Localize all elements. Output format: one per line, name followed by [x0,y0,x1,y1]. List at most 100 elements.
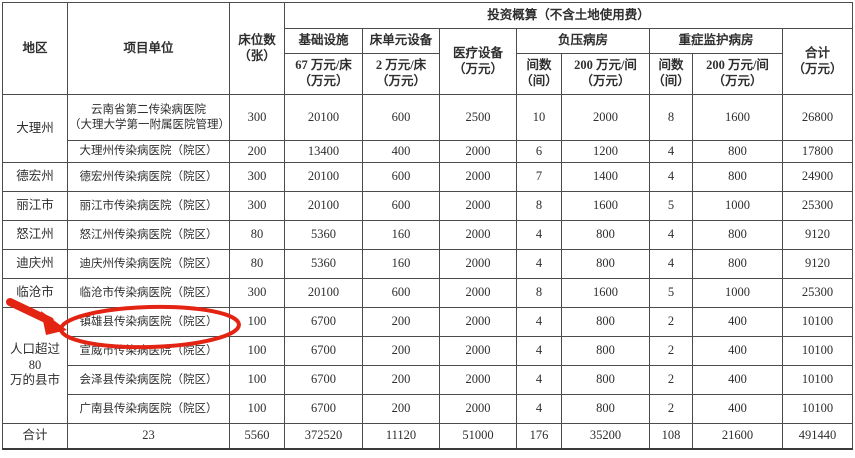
value-cell: 4 [516,336,562,366]
value-cell: 6700 [284,394,363,424]
region-cell: 怒江州 [2,220,68,250]
table-row: 德宏州 德宏州传染病医院（院区） 300 20100 600 2000 7 1400 4 800 2… [2,162,854,192]
value-cell: 4 [649,249,693,279]
value-cell: 2500 [439,94,517,141]
header-icu-ward: 重症监护病房 [649,28,783,54]
table-row: 人口超过 80 万的县市 镇雄县传染病医院（院区） 100 6700 200 2000 4 8… [2,307,854,424]
header-total: 合计 （万元） [781,28,854,95]
value-cell: 400 [362,140,440,163]
total-value-cell: 372520 [284,423,363,449]
table-row: 怒江州 怒江州传染病医院（院区） 80 5360 160 2000 4 800 4 800 9120 [2,220,854,250]
value-cell: 200 [362,365,440,395]
region-cell: 人口超过 80 万的县市 [2,307,68,424]
value-cell: 5 [649,191,693,221]
unit-cell-highlighted: 镇雄县传染病医院（院区） [67,307,230,337]
value-cell: 1000 [692,278,783,308]
value-cell: 800 [561,307,650,337]
table-row: 大理州传染病医院（院区） 200 13400 400 2000 6 1200 4 800 1780… [3,140,854,163]
total-row: 合计 23 5560 372520 11120 51000 176 35200 108 21600… [2,423,854,449]
region-cell: 临沧市 [2,278,68,308]
value-cell: 160 [362,220,440,250]
value-cell: 800 [561,220,650,250]
value-cell: 4 [649,162,693,192]
total-value-cell: 21600 [692,423,783,449]
value-cell: 20100 [284,278,363,308]
value-cell: 6700 [284,336,363,366]
header-investment-group: 投资概算（不含土地使用费） [283,2,854,29]
table-row: 会泽县传染病医院（院区） 100 6700 200 2000 4 800 2 400 10100 [3,365,854,395]
value-cell: 300 [229,278,285,308]
table-row: 丽江市 丽江市传染病医院（院区） 300 20100 600 2000 8 1600 5 1000… [2,191,854,221]
value-cell: 1400 [561,162,650,192]
value-cell: 400 [692,307,783,337]
region-cell: 丽江市 [2,191,68,221]
table-row: 宣威市传染病医院（院区） 100 6700 200 2000 4 800 2 400 10100 [3,336,854,366]
value-cell: 5360 [284,249,363,279]
value-cell: 400 [692,365,783,395]
unit-cell: 德宏州传染病医院（院区） [67,162,230,192]
total-value-cell: 5560 [229,423,285,449]
value-cell: 1000 [692,191,783,221]
value-cell: 8 [516,191,562,221]
value-cell: 2000 [439,365,517,395]
unit-cell: 迪庆州传染病医院（院区） [67,249,230,279]
value-cell: 6700 [284,307,363,337]
value-cell: 2 [649,307,693,337]
value-cell: 25300 [781,191,854,221]
value-cell: 100 [229,336,285,366]
value-cell: 10100 [781,336,854,366]
value-cell: 800 [692,140,783,163]
unit-cell: 宣威市传染病医院（院区） [67,336,230,366]
value-cell: 800 [561,249,650,279]
value-cell: 200 [362,394,440,424]
value-cell: 10 [516,94,562,141]
value-cell: 2000 [439,307,517,337]
value-cell: 600 [362,162,440,192]
value-cell: 13400 [284,140,363,163]
value-cell: 2 [649,365,693,395]
value-cell: 24900 [781,162,854,192]
value-cell: 800 [692,249,783,279]
header-bed-unit-equipment: 床单元设备 [362,28,440,54]
value-cell: 6 [516,140,562,163]
table-row: 大理州 云南省第二传染病医院 （大理大学第一附属医院管理） 300 20100 600 2… [2,94,854,163]
value-cell: 17800 [781,140,854,163]
total-value-cell: 11120 [362,423,440,449]
value-cell: 300 [229,162,285,192]
value-cell: 100 [229,307,285,337]
value-cell: 1600 [692,94,783,141]
value-cell: 800 [561,336,650,366]
value-cell: 2000 [561,94,650,141]
total-value-cell: 51000 [439,423,517,449]
value-cell: 20100 [284,191,363,221]
header-row-1: 地区 项目单位 床位数 （张） 投资概算（不含土地使用费） [2,2,854,95]
value-cell: 300 [229,191,285,221]
unit-cell: 临沧市传染病医院（院区） [67,278,230,308]
header-region: 地区 [2,2,68,95]
value-cell: 2000 [439,249,517,279]
value-cell: 4 [516,365,562,395]
value-cell: 2000 [439,278,517,308]
region-cell: 德宏州 [2,162,68,192]
total-value-cell: 108 [649,423,693,449]
value-cell: 300 [229,94,285,141]
value-cell: 2000 [439,394,517,424]
value-cell: 26800 [781,94,854,141]
investment-table: 地区 项目单位 床位数 （张） 投资概算（不含土地使用费） 基础设施 床单元设备… [2,2,854,450]
value-cell: 160 [362,249,440,279]
header-bed-unit-rate: 2 万元/床 （万元） [362,53,440,95]
value-cell: 800 [692,162,783,192]
value-cell: 4 [649,220,693,250]
value-cell: 9120 [781,220,854,250]
value-cell: 2000 [439,140,517,163]
value-cell: 4 [649,140,693,163]
header-negative-pressure-ward: 负压病房 [516,28,650,54]
unit-cell: 云南省第二传染病医院 （大理大学第一附属医院管理） [67,94,230,141]
total-value-cell: 35200 [561,423,650,449]
header-medical-equipment: 医疗设备 （万元） [439,28,517,95]
unit-cell: 丽江市传染病医院（院区） [67,191,230,221]
value-cell: 25300 [781,278,854,308]
total-project-count-cell: 23 [67,423,230,449]
unit-cell: 怒江州传染病医院（院区） [67,220,230,250]
value-cell: 20100 [284,94,363,141]
